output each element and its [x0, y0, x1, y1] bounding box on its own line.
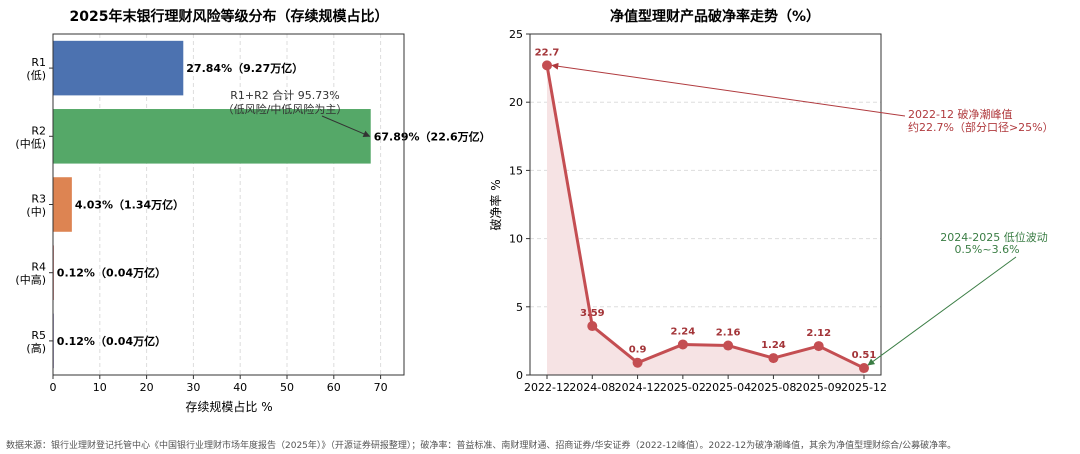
left-annotation: R1+R2 合计 95.73% （低风险/中低风险为主） — [223, 88, 371, 138]
left-annotation-arrow — [321, 115, 371, 138]
right-x-tick-label: 2025-02 — [660, 381, 706, 394]
data-point-label: 2.12 — [806, 328, 831, 339]
category-sublabel-r1: (低) — [26, 69, 46, 82]
left-annotation-line2: （低风险/中低风险为主） — [223, 102, 348, 116]
data-point-label: 22.7 — [535, 47, 560, 58]
left-plot-frame — [52, 33, 405, 376]
right-y-tick-label: 0 — [516, 369, 523, 382]
right-y-ticks: 0 5 10 15 20 25 — [509, 28, 530, 382]
left-x-tick-label: 30 — [186, 381, 200, 394]
category-sublabel-r5: (高) — [26, 341, 46, 355]
right-y-tick-label: 15 — [509, 164, 523, 177]
data-point-label: 1.24 — [761, 340, 786, 351]
value-label-r4: 0.12%（0.04万亿） — [57, 266, 166, 280]
left-value-labels: 27.84%（9.27万亿） 67.89%（22.6万亿） 4.03%（1.34万亿… — [57, 61, 491, 348]
category-label-r2: R2 — [31, 124, 46, 137]
low-annotation-line2: 0.5%~3.6% — [954, 243, 1019, 256]
data-point — [542, 60, 552, 71]
source-footnote: 数据来源：银行业理财登记托管中心《中国银行业理财市场年度报告（2025年）》（开… — [6, 441, 957, 451]
right-x-tick-label: 2024-12 — [615, 381, 661, 394]
value-label-r2: 67.89%（22.6万亿） — [374, 129, 491, 143]
category-label-r4: R4 — [31, 261, 46, 274]
right-series-line — [545, 65, 865, 370]
right-x-tick-label: 2025-08 — [750, 381, 796, 394]
left-x-ticks: 0 10 20 30 40 50 60 70 — [50, 375, 388, 394]
chart-canvas: 2025年末银行理财风险等级分布（存续规模占比） R1(低)R2(中低)R3(中… — [15, 8, 1054, 414]
left-x-tick-label: 20 — [140, 381, 154, 394]
peak-annotation: 2022-12 破净潮峰值 约22.7%（部分口径>25%） — [551, 62, 1054, 134]
low-annotation-arrow — [867, 256, 1017, 366]
category-sublabel-r4: (中高) — [15, 273, 46, 287]
left-category-labels: R1(低) R2(中低) R3(中) R4(中高) R5(高) — [15, 56, 53, 355]
bar-r2 — [53, 109, 371, 164]
right-chart-title: 净值型理财产品破净率走势（%） — [610, 8, 820, 25]
right-x-tick-label: 2025-04 — [705, 381, 751, 394]
bar-r3 — [53, 177, 72, 232]
left-annotation-line1: R1+R2 合计 95.73% — [230, 88, 339, 102]
right-x-tick-label: 2022-12 — [524, 381, 570, 394]
left-x-tick-label: 40 — [233, 381, 247, 394]
peak-annotation-arrow — [551, 62, 906, 117]
data-point — [632, 357, 643, 368]
left-x-tick-label: 70 — [374, 381, 388, 394]
value-label-r1: 27.84%（9.27万亿） — [186, 61, 303, 75]
value-label-r5: 0.12%（0.04万亿） — [57, 334, 166, 348]
right-y-tick-label: 10 — [509, 233, 523, 246]
low-annotation-line1: 2024-2025 低位波动 — [940, 230, 1047, 244]
left-x-tick-label: 10 — [93, 381, 107, 394]
peak-annotation-line2: 约22.7%（部分口径>25%） — [908, 120, 1054, 134]
right-plot-frame — [529, 33, 882, 376]
left-bars — [53, 40, 371, 369]
category-label-r1: R1 — [31, 56, 46, 69]
right-y-tick-label: 20 — [509, 96, 523, 109]
value-label-r3: 4.03%（1.34万亿） — [75, 198, 184, 212]
risk-distribution-chart: 2025年末银行理财风险等级分布（存续规模占比） R1(低)R2(中低)R3(中… — [15, 8, 490, 414]
data-point-label: 3.59 — [580, 308, 605, 319]
data-point-label: 0.51 — [852, 350, 877, 361]
left-x-tick-label: 0 — [50, 381, 57, 394]
data-point — [859, 363, 869, 374]
bar-r1 — [53, 40, 184, 96]
data-point — [677, 339, 688, 350]
category-label-r5: R5 — [31, 329, 46, 342]
data-point — [587, 321, 598, 332]
peak-annotation-line1: 2022-12 破净潮峰值 — [908, 107, 1012, 121]
data-point-label: 2.24 — [671, 326, 696, 337]
left-x-tick-label: 50 — [280, 381, 294, 394]
right-x-tick-label: 2024-08 — [569, 381, 615, 394]
right-point-labels: 22.7 3.59 0.9 2.24 2.16 1.24 2.12 0.51 — [535, 47, 877, 361]
category-sublabel-r2: (中低) — [15, 137, 46, 150]
data-point — [813, 341, 824, 352]
data-point-label: 0.9 — [629, 345, 647, 356]
right-y-tick-label: 25 — [509, 28, 523, 41]
data-point — [768, 353, 779, 364]
data-point — [723, 340, 734, 351]
right-area-fill — [547, 65, 864, 375]
left-x-axis-label: 存续规模占比 % — [185, 399, 272, 414]
left-x-tick-label: 60 — [327, 381, 341, 394]
data-point-label: 2.16 — [716, 328, 741, 339]
break-even-rate-chart: 净值型理财产品破净率走势（%） 22.73.590.92.24 2.161.242… — [488, 8, 1054, 394]
right-y-tick-label: 5 — [516, 301, 523, 314]
left-chart-title: 2025年末银行理财风险等级分布（存续规模占比） — [70, 8, 389, 25]
right-points — [542, 60, 869, 374]
category-label-r3: R3 — [31, 193, 46, 206]
category-sublabel-r3: (中) — [26, 206, 46, 219]
right-x-tick-label: 2025-12 — [841, 381, 887, 394]
low-annotation: 2024-2025 低位波动 0.5%~3.6% — [867, 230, 1048, 366]
right-y-axis-label: 破净率 % — [488, 179, 503, 230]
right-x-tick-label: 2025-09 — [796, 381, 842, 394]
right-x-ticks: 2022-12 2024-08 2024-12 2025-02 2025-04 2025-… — [524, 375, 887, 394]
